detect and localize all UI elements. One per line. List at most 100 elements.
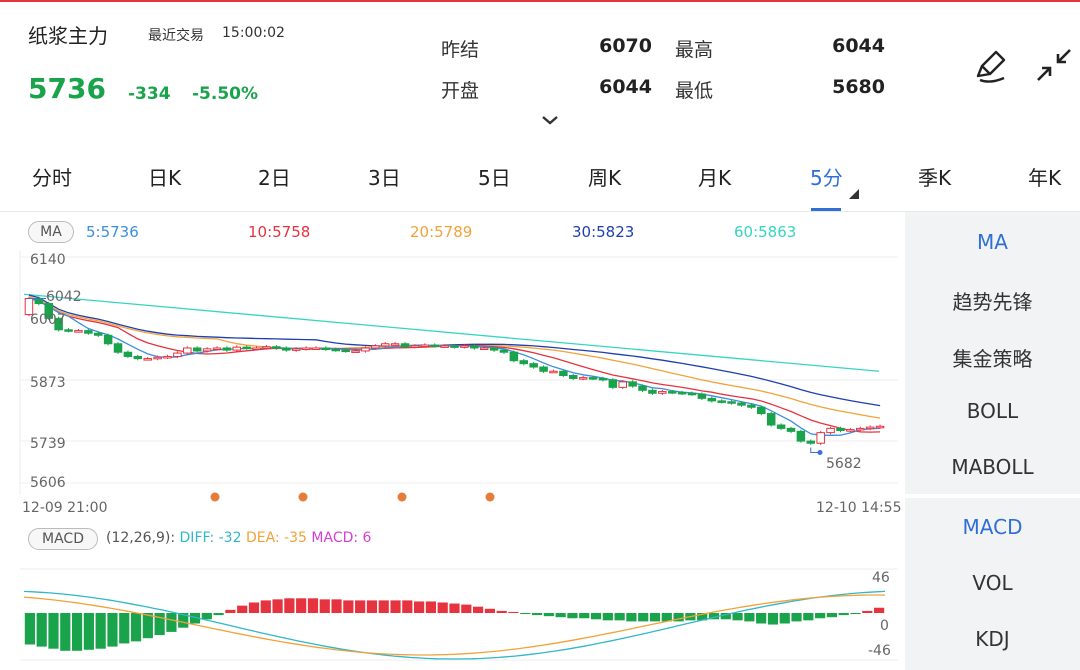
- indicator-ma[interactable]: MA: [977, 230, 1008, 254]
- macd-bar: [414, 601, 425, 613]
- macd-bar: [496, 610, 507, 613]
- candle: [390, 343, 400, 346]
- candle: [341, 349, 350, 353]
- macd-bar: [815, 613, 826, 619]
- event-dot: [397, 492, 407, 502]
- candle: [291, 348, 301, 351]
- macd-bar: [555, 613, 566, 618]
- trade-time: 15:00:02: [222, 25, 285, 41]
- candle: [608, 379, 618, 388]
- macd-bar: [95, 613, 106, 649]
- candle: [113, 343, 123, 353]
- macd-bar: [602, 613, 613, 621]
- chevron-down-icon[interactable]: [540, 112, 560, 126]
- candle: [351, 350, 360, 353]
- high-value: 6044: [832, 35, 885, 57]
- macd-bar: [638, 613, 649, 622]
- macd-bar: [284, 598, 295, 613]
- candle: [311, 347, 321, 350]
- tab-month-k[interactable]: 月K: [698, 166, 732, 190]
- candle: [846, 429, 855, 432]
- indicator-kdj[interactable]: KDJ: [975, 627, 1010, 651]
- candle: [34, 297, 44, 305]
- ma-badge[interactable]: MA: [28, 221, 74, 243]
- collapse-icon[interactable]: [1034, 46, 1074, 86]
- candle: [192, 347, 202, 352]
- ma-line: [23, 293, 880, 372]
- macd-bar: [119, 613, 130, 644]
- macd-badge[interactable]: MACD: [28, 528, 98, 550]
- candle: [54, 317, 63, 331]
- candle: [707, 397, 717, 402]
- macd-bar: [166, 613, 177, 632]
- macd-bar: [508, 611, 519, 613]
- tab-season-k[interactable]: 季K: [918, 166, 952, 190]
- candle: [212, 347, 222, 350]
- candle: [489, 347, 499, 351]
- candle: [123, 351, 133, 357]
- tab-2-day[interactable]: 2日: [258, 166, 291, 190]
- candle: [598, 377, 608, 381]
- macd-bar: [201, 613, 212, 620]
- macd-bar: [425, 601, 437, 613]
- macd-signal-line: [23, 590, 886, 660]
- tab-day-k[interactable]: 日K: [148, 166, 182, 190]
- candle: [232, 346, 242, 351]
- tab-5-minute[interactable]: 5分: [810, 166, 843, 190]
- macd-bar: [154, 613, 165, 636]
- candle: [420, 344, 430, 348]
- macd-bar: [130, 613, 142, 642]
- candle: [697, 393, 707, 399]
- candle: [499, 349, 509, 353]
- indicator-vol[interactable]: VOL: [972, 571, 1013, 595]
- event-dot: [210, 492, 220, 502]
- candle: [202, 348, 212, 352]
- macd-bar: [296, 598, 307, 613]
- candle: [281, 347, 291, 351]
- macd-bar: [626, 613, 637, 622]
- pen-icon[interactable]: [970, 46, 1010, 86]
- high-marker-label: 6042: [46, 289, 82, 305]
- macd-bar: [343, 600, 354, 613]
- macd-bar: [590, 613, 602, 620]
- macd-bar: [437, 602, 448, 613]
- macd-bar: [24, 613, 35, 645]
- indicator-gold-strategy[interactable]: 集金策略: [952, 347, 1033, 371]
- event-dot: [298, 492, 308, 502]
- candle: [568, 375, 578, 379]
- price-change: -334: [128, 84, 171, 104]
- candle: [588, 377, 598, 380]
- candle: [371, 345, 380, 349]
- candle: [549, 370, 558, 374]
- indicator-maboll[interactable]: MABOLL: [951, 455, 1034, 479]
- time-axis-end: 12-10 14:55: [816, 500, 902, 516]
- tab-3-day[interactable]: 3日: [368, 166, 401, 190]
- tab-year-k[interactable]: 年K: [1028, 166, 1062, 190]
- indicator-trend-pioneer[interactable]: 趋势先锋: [952, 290, 1033, 314]
- tab-week-k[interactable]: 周K: [588, 166, 622, 190]
- candle: [400, 343, 410, 348]
- macd-bar: [390, 600, 401, 613]
- ma-line: [28, 297, 881, 433]
- dropdown-corner-icon[interactable]: [849, 184, 859, 199]
- candle: [479, 347, 489, 350]
- price-axis-label: 6140: [30, 252, 66, 268]
- macd-bar: [83, 613, 94, 650]
- candle: [677, 391, 687, 395]
- macd-bar: [248, 602, 260, 613]
- divider: [0, 211, 1080, 212]
- indicator-macd[interactable]: MACD: [962, 515, 1023, 539]
- indicator-boll[interactable]: BOLL: [966, 399, 1019, 423]
- candle: [687, 392, 697, 396]
- tab-5-day[interactable]: 5日: [478, 166, 511, 190]
- macd-bar: [767, 613, 779, 625]
- low-marker-label: 5682: [826, 456, 862, 472]
- macd-bar: [237, 605, 248, 613]
- macd-chart[interactable]: [0, 565, 905, 670]
- time-axis-start: 12-09 21:00: [22, 500, 108, 516]
- candle: [865, 426, 875, 430]
- candle: [272, 346, 281, 349]
- kline-chart[interactable]: [0, 245, 905, 520]
- candle: [361, 347, 370, 352]
- tab-minute[interactable]: 分时: [32, 166, 72, 190]
